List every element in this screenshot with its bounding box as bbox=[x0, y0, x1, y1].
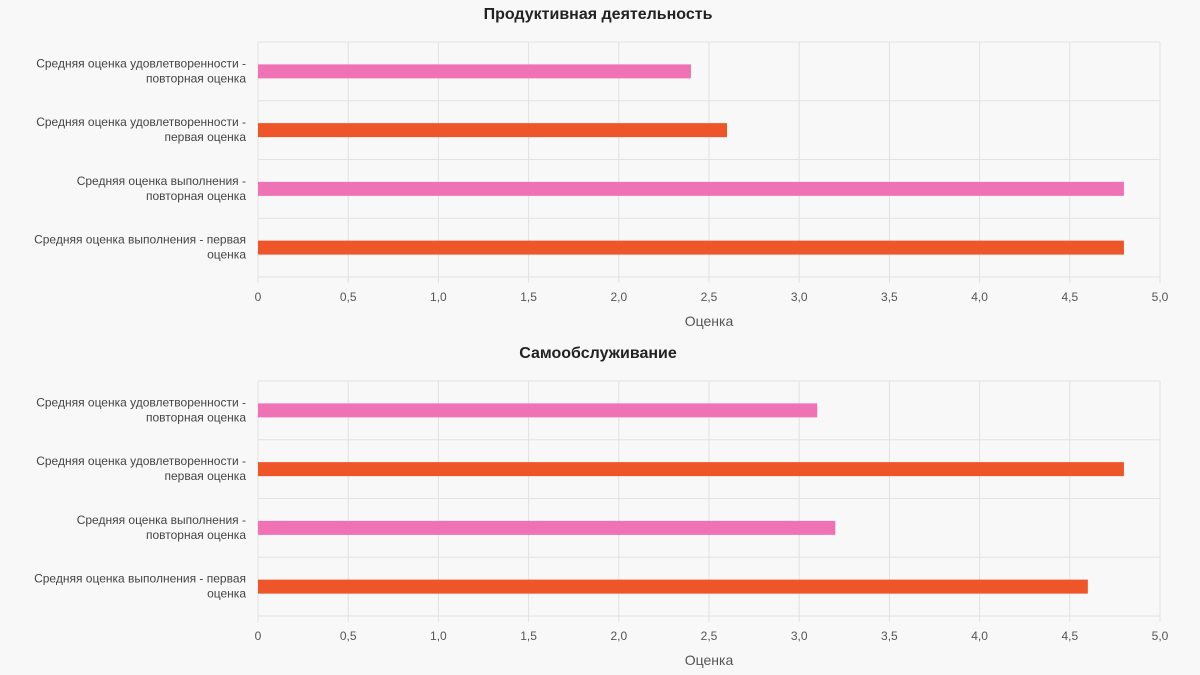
category-label-line: повторная оценка bbox=[146, 410, 246, 424]
category-label: Средняя оценка выполнения -повторная оце… bbox=[77, 174, 247, 203]
x-tick-label: 2,0 bbox=[610, 629, 627, 643]
category-label-line: Средняя оценка удовлетворенности - bbox=[36, 395, 246, 409]
category-label-line: оценка bbox=[207, 587, 246, 601]
bar bbox=[258, 403, 818, 418]
category-label-line: Средняя оценка выполнения - первая bbox=[34, 233, 246, 247]
category-label-line: Средняя оценка выполнения - первая bbox=[34, 572, 246, 586]
category-label-line: повторная оценка bbox=[146, 71, 246, 85]
category-label-line: оценка bbox=[207, 248, 246, 262]
bar bbox=[258, 520, 836, 535]
category-label: Средняя оценка удовлетворенности -повтор… bbox=[36, 56, 246, 85]
category-label: Средняя оценка выполнения - первая оценка bbox=[34, 572, 246, 601]
bar bbox=[258, 240, 1124, 255]
x-tick-label: 4,5 bbox=[1061, 290, 1078, 304]
bar bbox=[258, 64, 691, 79]
chart-1: Продуктивная деятельность 0 0,5 1,0 1,5 2,0 2,… bbox=[34, 6, 1169, 329]
category-label: Средняя оценка выполнения -повторная оце… bbox=[77, 513, 247, 542]
category-label-line: Средняя оценка выполнения - bbox=[77, 174, 246, 188]
x-tick-label: 2,0 bbox=[610, 290, 627, 304]
x-tick-label: 5,0 bbox=[1152, 290, 1169, 304]
category-label-line: повторная оценка bbox=[146, 189, 246, 203]
x-tick-label: 1,5 bbox=[520, 290, 537, 304]
chart-title: Продуктивная деятельность bbox=[484, 6, 713, 23]
x-tick-label: 3,5 bbox=[881, 290, 898, 304]
x-tick-label: 2,5 bbox=[701, 290, 718, 304]
x-tick-label: 3,0 bbox=[791, 290, 808, 304]
bar bbox=[258, 462, 1124, 477]
bar bbox=[258, 579, 1088, 594]
x-tick-label: 5,0 bbox=[1152, 629, 1169, 643]
category-label-line: первая оценка bbox=[165, 469, 247, 483]
category-label-line: повторная оценка bbox=[146, 528, 246, 542]
x-tick-label: 4,0 bbox=[971, 629, 988, 643]
x-tick-label: 0,5 bbox=[340, 290, 357, 304]
category-label-line: Средняя оценка удовлетворенности - bbox=[36, 56, 246, 70]
category-label-line: Средняя оценка выполнения - bbox=[77, 513, 246, 527]
category-label: Средняя оценка удовлетворенности -первая… bbox=[36, 115, 246, 144]
x-tick-label: 1,0 bbox=[430, 629, 447, 643]
bar bbox=[258, 123, 728, 138]
category-label-line: Средняя оценка удовлетворенности - bbox=[36, 115, 246, 129]
x-axis-label: Оценка bbox=[685, 652, 734, 668]
x-tick-label: 0,5 bbox=[340, 629, 357, 643]
category-label: Средняя оценка удовлетворенности -повтор… bbox=[36, 395, 246, 424]
category-label: Средняя оценка выполнения - первая оценка bbox=[34, 233, 246, 262]
x-tick-label: 3,0 bbox=[791, 629, 808, 643]
category-label-line: Средняя оценка удовлетворенности - bbox=[36, 454, 246, 468]
x-tick-label: 2,5 bbox=[701, 629, 718, 643]
category-label-line: первая оценка bbox=[165, 130, 247, 144]
x-tick-label: 0 bbox=[255, 290, 262, 304]
x-tick-label: 3,5 bbox=[881, 629, 898, 643]
category-label: Средняя оценка удовлетворенности -первая… bbox=[36, 454, 246, 483]
chart-2: Самообслуживание 0 0,5 1,0 1,5 2,0 2,5 3,0 3,5 4,… bbox=[34, 345, 1169, 668]
x-tick-label: 1,0 bbox=[430, 290, 447, 304]
x-tick-label: 0 bbox=[255, 629, 262, 643]
x-tick-label: 4,0 bbox=[971, 290, 988, 304]
x-axis-label: Оценка bbox=[685, 313, 734, 329]
x-tick-label: 1,5 bbox=[520, 629, 537, 643]
x-tick-label: 4,5 bbox=[1061, 629, 1078, 643]
bar bbox=[258, 181, 1124, 196]
chart-title: Самообслуживание bbox=[519, 345, 677, 362]
